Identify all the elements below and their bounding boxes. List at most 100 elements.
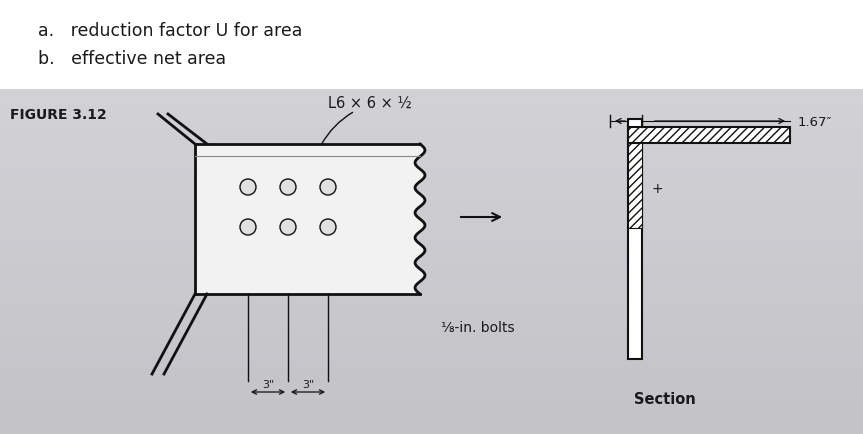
Bar	[0, 90, 863, 95]
Bar	[0, 400, 863, 405]
Bar	[0, 146, 863, 151]
Bar	[0, 331, 863, 336]
Bar	[0, 193, 863, 198]
Bar	[0, 99, 863, 104]
Bar	[0, 180, 863, 185]
Bar	[0, 430, 863, 434]
Bar	[0, 408, 863, 414]
Bar	[0, 115, 863, 121]
Bar	[628, 120, 642, 359]
Bar	[0, 137, 863, 142]
Circle shape	[280, 180, 296, 196]
Bar	[0, 103, 863, 108]
Bar	[0, 425, 863, 431]
Bar	[628, 128, 790, 144]
Bar	[0, 223, 863, 228]
Bar	[0, 292, 863, 297]
Bar	[628, 144, 642, 228]
Bar	[0, 378, 863, 383]
Bar	[0, 94, 863, 99]
Text: b.   effective net area: b. effective net area	[38, 50, 226, 68]
Bar	[0, 395, 863, 401]
Bar	[0, 352, 863, 358]
Bar	[0, 133, 863, 138]
Circle shape	[240, 220, 256, 236]
Bar	[0, 159, 863, 164]
Circle shape	[320, 220, 336, 236]
Bar	[0, 348, 863, 353]
Text: 1.67″: 1.67″	[798, 115, 833, 128]
Bar	[0, 197, 863, 203]
Bar	[0, 357, 863, 362]
Bar	[0, 167, 863, 173]
Bar	[0, 124, 863, 129]
Bar	[0, 120, 863, 125]
Bar	[0, 189, 863, 194]
Bar	[0, 236, 863, 241]
Bar	[0, 365, 863, 371]
Bar	[0, 270, 863, 276]
Bar	[0, 421, 863, 426]
Bar	[0, 305, 863, 310]
Bar	[0, 374, 863, 379]
Bar	[0, 111, 863, 117]
Bar	[0, 318, 863, 323]
Bar	[0, 107, 863, 112]
Bar	[0, 326, 863, 332]
Bar	[0, 382, 863, 388]
Bar	[0, 279, 863, 284]
Bar	[0, 171, 863, 177]
Text: 3": 3"	[261, 379, 274, 389]
Text: a.   reduction factor U for area: a. reduction factor U for area	[38, 22, 302, 40]
Bar	[0, 253, 863, 259]
Bar	[0, 249, 863, 254]
Circle shape	[240, 180, 256, 196]
Bar	[0, 339, 863, 345]
Bar	[0, 214, 863, 220]
Bar	[0, 387, 863, 392]
Bar	[0, 404, 863, 409]
Bar	[0, 275, 863, 280]
Text: +: +	[652, 181, 663, 196]
Bar	[0, 283, 863, 289]
Bar	[0, 288, 863, 293]
Bar	[0, 219, 863, 224]
Bar	[0, 210, 863, 216]
Bar	[0, 232, 863, 237]
Bar	[0, 309, 863, 315]
Bar	[0, 176, 863, 181]
Polygon shape	[195, 145, 425, 294]
Bar	[0, 262, 863, 267]
Text: FIGURE 3.12: FIGURE 3.12	[10, 108, 107, 122]
Text: L6 × 6 × ½: L6 × 6 × ½	[328, 95, 412, 110]
Bar	[0, 335, 863, 340]
Bar	[0, 296, 863, 302]
Bar	[0, 313, 863, 319]
Bar	[0, 301, 863, 306]
Bar	[0, 245, 863, 250]
Bar	[0, 322, 863, 327]
Bar	[0, 163, 863, 168]
Circle shape	[280, 220, 296, 236]
Bar	[0, 412, 863, 418]
Bar	[0, 258, 863, 263]
Bar	[0, 206, 863, 211]
Bar	[0, 240, 863, 246]
Bar	[0, 417, 863, 422]
Text: Section: Section	[634, 391, 696, 407]
Bar	[0, 361, 863, 366]
Bar	[0, 141, 863, 147]
Bar	[0, 155, 863, 160]
Bar	[0, 266, 863, 272]
Bar	[0, 344, 863, 349]
Bar	[0, 391, 863, 396]
Text: ⅛-in. bolts: ⅛-in. bolts	[441, 320, 515, 334]
Text: 3": 3"	[302, 379, 314, 389]
Bar	[0, 150, 863, 155]
Bar	[0, 369, 863, 375]
Bar	[0, 184, 863, 190]
Bar	[0, 227, 863, 233]
Bar	[0, 202, 863, 207]
Bar	[0, 128, 863, 134]
Circle shape	[320, 180, 336, 196]
